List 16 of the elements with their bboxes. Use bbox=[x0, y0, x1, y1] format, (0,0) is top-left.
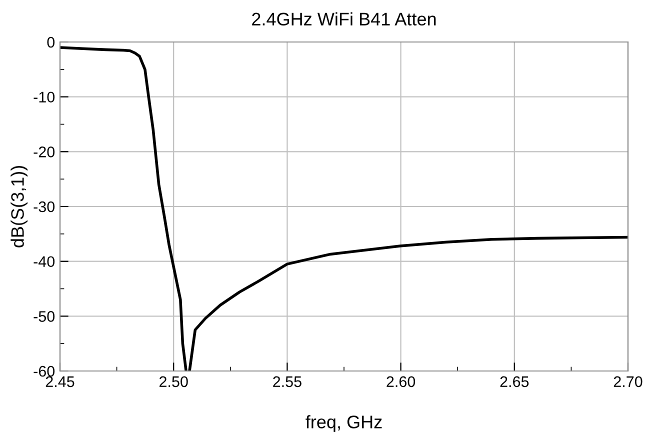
x-tick-label: 2.55 bbox=[273, 376, 302, 388]
x-tick-label: 2.70 bbox=[614, 376, 642, 388]
y-axis-title: dB(S(3,1)) bbox=[10, 166, 28, 248]
x-axis-title: freq, GHz bbox=[306, 415, 382, 432]
x-tick-label: 2.60 bbox=[386, 376, 416, 388]
y-tick-label: -20 bbox=[34, 146, 55, 158]
y-tick-label: 0 bbox=[47, 36, 55, 48]
y-tick-label: -60 bbox=[34, 366, 55, 377]
y-tick-label: -40 bbox=[34, 256, 55, 268]
x-tick-label: 2.65 bbox=[500, 376, 529, 388]
chart-title: 2.4GHz WiFi B41 Atten bbox=[252, 12, 436, 26]
y-tick-label: -10 bbox=[34, 92, 55, 103]
y-tick-label: -50 bbox=[34, 311, 55, 322]
x-tick-label: 2.45 bbox=[46, 376, 74, 388]
x-tick-label: 2.50 bbox=[160, 376, 188, 388]
y-tick-label: -30 bbox=[34, 201, 55, 212]
